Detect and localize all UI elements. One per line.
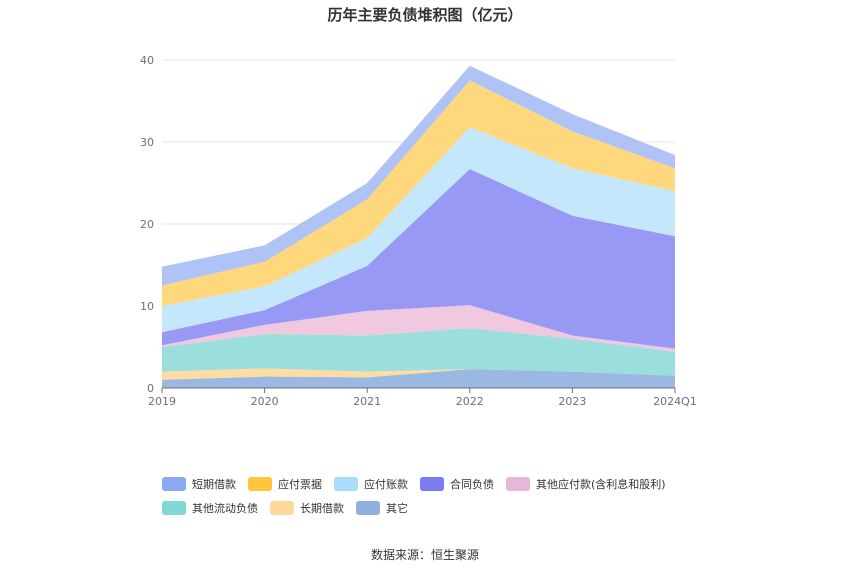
data-source-note: 数据来源：恒生聚源 [370,548,479,562]
legend-swatch [162,501,186,515]
y-tick-label: 40 [140,54,154,67]
legend-label: 其他流动负债 [192,502,258,515]
area-series-应付账款 [162,127,675,333]
legend-swatch [248,477,272,491]
area-series-其他流动负债 [162,328,675,376]
x-tick-label: 2023 [558,395,586,408]
legend-label: 其他应付款(含利息和股利) [536,478,666,491]
legend-item[interactable]: 其他应付款(含利息和股利) [506,476,666,492]
area-series-其他应付款(含利息和股利) [162,305,675,352]
legend-label: 应付账款 [364,478,408,491]
legend-item[interactable]: 长期借款 [270,500,344,516]
legend-swatch [334,477,358,491]
legend-item[interactable]: 应付票据 [248,476,322,492]
legend-label: 长期借款 [300,502,344,515]
legend-swatch [420,477,444,491]
legend-item[interactable]: 应付账款 [334,476,408,492]
y-tick-label: 20 [140,218,154,231]
area-chart: 0 10 20 30 40 2019 2020 2021 2022 2023 2024Q1 [140,54,697,408]
x-tick-label: 2019 [148,395,176,408]
legend-item[interactable]: 短期借款 [162,476,236,492]
area-series-合同负债 [162,169,675,349]
legend-swatch [270,501,294,515]
legend-item[interactable]: 其他流动负债 [162,500,258,516]
legend-row: 其他流动负债 长期借款 其它 [162,496,722,520]
legend-item[interactable]: 其它 [356,500,408,516]
area-series-layer [162,65,675,388]
x-tick-label: 2022 [456,395,484,408]
x-tick-label: 2020 [251,395,279,408]
chart-title: 历年主要负债堆积图（亿元） [327,6,523,24]
area-series-短期借款 [162,65,675,286]
y-tick-label: 10 [140,300,154,313]
legend-item[interactable]: 合同负债 [420,476,494,492]
legend-label: 其它 [386,502,408,515]
legend-swatch [356,501,380,515]
legend-label: 应付票据 [278,478,322,491]
y-tick-label: 0 [147,382,154,395]
legend-swatch [162,477,186,491]
legend-label: 合同负债 [450,478,494,491]
area-series-应付票据 [162,80,675,306]
axes: 0 10 20 30 40 2019 2020 2021 2022 2023 2024Q1 [140,54,697,408]
area-series-长期借款 [162,368,675,380]
chart-legend: 短期借款 应付票据 应付账款 合同负债 其他应付款(含利息和股利) 其他流动负债 长期借款… [162,472,722,520]
legend-swatch [506,477,530,491]
legend-label: 短期借款 [192,478,236,491]
x-tick-label: 2021 [353,395,381,408]
x-tick-label: 2024Q1 [653,395,697,408]
legend-row: 短期借款 应付票据 应付账款 合同负债 其他应付款(含利息和股利) [162,472,722,496]
area-series-其它 [162,369,675,388]
y-tick-label: 30 [140,136,154,149]
